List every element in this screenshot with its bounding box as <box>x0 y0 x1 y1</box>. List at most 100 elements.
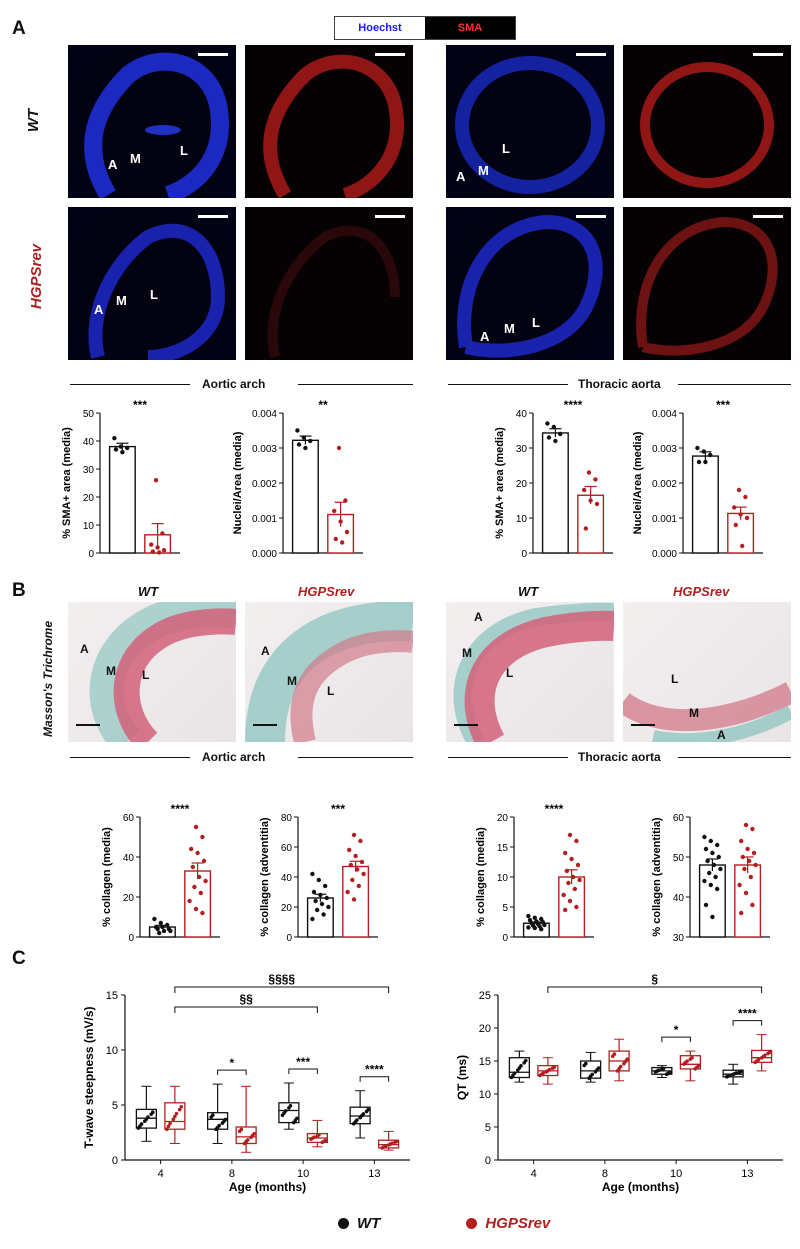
data-point <box>161 928 167 934</box>
significance-label: **** <box>171 802 190 816</box>
y-tick-label: 0 <box>502 933 508 944</box>
region-arrow-arch-a-right <box>298 384 413 385</box>
data-point <box>532 915 537 920</box>
data-point <box>120 450 125 455</box>
bar-wt <box>108 445 136 554</box>
y-tick-label: 0.004 <box>652 409 677 420</box>
data-point <box>707 870 712 876</box>
region-arrow-arch-b-right <box>298 757 413 758</box>
comparison-bracket <box>174 1006 318 1013</box>
data-point <box>211 1113 215 1117</box>
data-point <box>158 920 163 926</box>
data-point <box>567 898 573 904</box>
data-point <box>351 832 357 838</box>
data-point <box>187 898 192 904</box>
data-point <box>160 531 165 536</box>
data-point <box>569 856 574 862</box>
data-point <box>198 890 203 896</box>
data-point <box>695 445 700 451</box>
data-point <box>313 898 318 904</box>
data-point <box>295 1116 299 1121</box>
data-point <box>739 1069 743 1074</box>
bracket-label: * <box>674 1023 679 1037</box>
data-point <box>594 501 600 507</box>
data-point <box>596 1066 601 1070</box>
data-point <box>344 529 350 535</box>
y-tick-label: 0 <box>112 1155 118 1167</box>
y-tick-label: 5 <box>502 903 508 914</box>
data-point <box>740 543 745 549</box>
data-point <box>160 924 165 930</box>
data-point <box>575 862 581 868</box>
y-axis-label: % collagen (adventitia) <box>259 817 271 937</box>
y-tick-label: 0.000 <box>652 549 677 560</box>
y-tick-label: 20 <box>83 493 95 504</box>
y-tick-label: 60 <box>123 813 135 824</box>
data-point <box>756 1057 761 1062</box>
data-point <box>351 897 357 902</box>
data-point <box>150 549 155 554</box>
bottom-legend: WT HGPSrev <box>338 1215 550 1232</box>
bracket-label: §§§§ <box>268 972 295 986</box>
data-point <box>737 882 742 888</box>
data-point <box>577 877 582 883</box>
micrograph-wt-arch-hoechst: A M L <box>68 45 236 198</box>
data-point <box>150 1110 155 1115</box>
data-point <box>317 1133 321 1137</box>
data-point <box>747 858 752 864</box>
data-point <box>173 1114 177 1119</box>
data-point <box>588 498 593 503</box>
data-point <box>321 912 326 917</box>
data-point <box>740 854 745 860</box>
data-point <box>733 522 738 528</box>
y-tick-label: 0 <box>286 933 292 944</box>
y-tick-label: 60 <box>281 843 293 854</box>
data-point <box>311 889 317 895</box>
data-point <box>532 925 537 931</box>
y-tick-label: 0 <box>128 933 134 944</box>
comparison-bracket <box>547 986 763 993</box>
data-point <box>586 470 592 475</box>
panel-a-letter: A <box>12 18 26 39</box>
data-point <box>563 907 568 913</box>
data-point <box>702 878 707 884</box>
data-point <box>526 913 531 919</box>
data-point <box>355 1118 359 1122</box>
data-point <box>696 1064 701 1068</box>
bracket-label: §§ <box>239 992 253 1006</box>
micrograph-hgps-arch-hoechst: A M L <box>68 207 236 360</box>
y-axis-label: % collagen (adventitia) <box>651 817 663 937</box>
data-point <box>716 854 721 860</box>
data-point <box>303 445 308 451</box>
data-point <box>551 424 556 430</box>
stain-legend: Hoechst SMA <box>334 16 516 40</box>
data-point <box>567 832 573 838</box>
x-tick-label: 10 <box>297 1168 309 1180</box>
data-point <box>753 862 758 868</box>
micrograph-hgps-thoracic-sma <box>623 207 791 360</box>
data-point <box>355 867 360 872</box>
data-point <box>739 838 744 844</box>
data-point <box>315 907 320 913</box>
data-point <box>696 459 702 465</box>
data-point <box>319 901 325 907</box>
y-tick-label: 25 <box>479 990 491 1002</box>
trichrome-wt-arch: A M L <box>68 602 236 742</box>
data-point <box>323 1138 328 1143</box>
micrograph-wt-arch-sma <box>245 45 413 198</box>
data-point <box>308 438 313 444</box>
y-tick-label: 20 <box>479 1023 491 1035</box>
data-point <box>356 883 361 889</box>
data-point <box>359 859 365 865</box>
y-tick-label: 30 <box>83 465 95 476</box>
legend-label-hgps: HGPSrev <box>485 1215 551 1232</box>
region-arrow-arch-a-left <box>70 384 190 385</box>
region-arrow-thoracic-b-left <box>448 757 568 758</box>
y-tick-label: 0.004 <box>252 409 277 420</box>
panel-b-letter: B <box>12 580 26 601</box>
data-point <box>545 421 550 426</box>
data-point <box>161 548 167 553</box>
data-point <box>743 822 749 828</box>
y-tick-label: 15 <box>479 1056 491 1068</box>
data-point <box>340 540 345 545</box>
